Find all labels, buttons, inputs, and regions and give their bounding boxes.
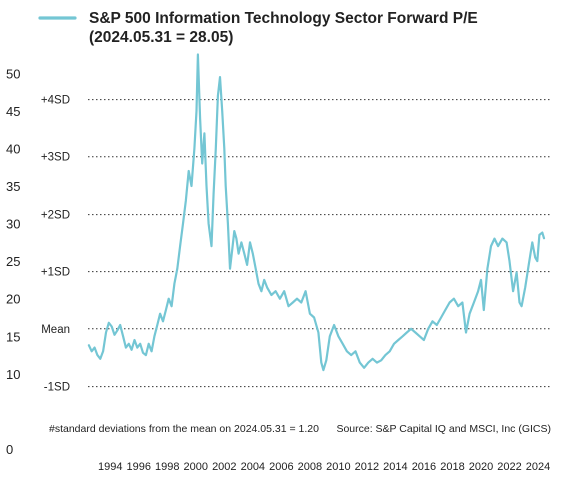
standard-deviation-lines: +4SD +3SD +2SD +1SD Mean -1SD <box>41 95 551 394</box>
x-tick-label: 2004 <box>241 461 265 473</box>
sd-label: -1SD <box>44 382 70 394</box>
x-tick-label: 2022 <box>497 461 521 473</box>
series-layer <box>87 53 546 372</box>
y-tick-label: 45 <box>6 104 20 119</box>
series-line <box>87 53 546 372</box>
note-source: Source: S&P Capital IQ and MSCI, Inc (GI… <box>336 423 551 435</box>
y-tick-label: 20 <box>6 292 20 307</box>
x-tick-label: 2020 <box>469 461 493 473</box>
sd-label: +1SD <box>41 267 70 279</box>
x-tick-label: 1994 <box>98 461 122 473</box>
x-tick-label: 2024 <box>526 461 550 473</box>
chart-title: S&P 500 Information Technology Sector Fo… <box>89 10 478 27</box>
x-tick-label: 1998 <box>155 461 179 473</box>
x-tick-label: 2008 <box>298 461 322 473</box>
y-tick-label: 35 <box>6 179 20 194</box>
y-tick-label: 0 <box>6 442 13 457</box>
x-tick-label: 2000 <box>184 461 208 473</box>
x-tick-label: 2014 <box>383 461 407 473</box>
x-tick-label: 2010 <box>326 461 350 473</box>
sd-label: +3SD <box>41 152 70 164</box>
sd-label: +2SD <box>41 210 70 222</box>
sd-label: Mean <box>41 324 70 336</box>
y-tick-label: 50 <box>6 66 20 81</box>
y-tick-label: 25 <box>6 254 20 269</box>
legend: S&P 500 Information Technology Sector Fo… <box>38 10 478 46</box>
x-tick-label: 2002 <box>212 461 236 473</box>
y-tick-label: 15 <box>6 329 20 344</box>
x-tick-label: 2016 <box>412 461 436 473</box>
note-std-dev: #standard deviations from the mean on 20… <box>49 423 319 435</box>
x-tick-label: 1996 <box>127 461 151 473</box>
x-tick-label: 2018 <box>440 461 464 473</box>
sd-label: +4SD <box>41 95 70 107</box>
y-tick-label: 30 <box>6 217 20 232</box>
x-tick-label: 2006 <box>269 461 293 473</box>
y-tick-label: 40 <box>6 141 20 156</box>
chart-subtitle: (2024.05.31 = 28.05) <box>89 29 233 46</box>
x-tick-label: 2012 <box>355 461 379 473</box>
x-axis: 1994 1996 1998 2000 2002 2004 2006 2008 2010 2012… <box>98 461 550 473</box>
y-axis: 0 10 15 20 25 30 35 40 45 50 <box>6 66 20 457</box>
y-tick-label: 10 <box>6 367 20 382</box>
